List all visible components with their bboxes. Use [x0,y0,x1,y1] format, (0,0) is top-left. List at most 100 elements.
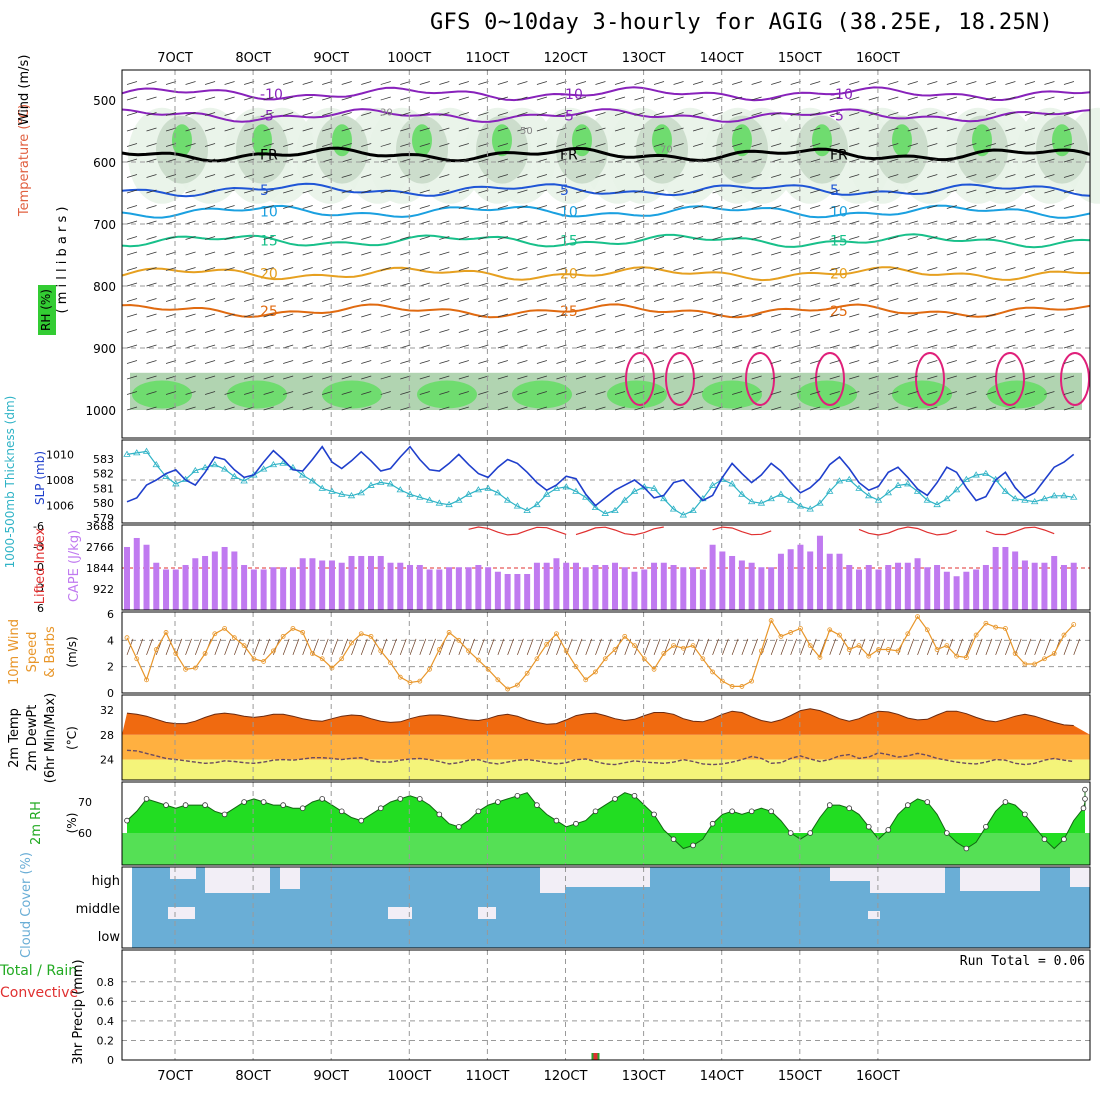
thickness-marker [855,484,863,491]
wind-barb [185,189,196,194]
wind-barb [907,391,918,395]
wind-barb [810,205,821,209]
wind-barb [146,158,157,163]
cape-bar [992,546,999,610]
wind-barb [458,344,469,349]
wind-barb [478,205,489,209]
wind-barb [556,174,567,178]
wind-barb [165,375,177,380]
wind-barb [790,236,801,240]
precip-convective-label: Convective [0,985,78,1001]
wind-barb [302,189,313,194]
wind-barb [341,112,352,116]
wind-barb [868,96,879,101]
rh-point [534,802,540,808]
wind-barb [732,96,743,101]
wind-barb [849,236,860,240]
wind-barb [751,313,762,318]
wind-barb [849,189,860,194]
wind-barb [185,391,196,395]
wind-barb [595,205,606,209]
wind-barb [868,360,879,364]
wind-barb [575,344,587,349]
wind-barb [419,96,430,101]
isotherm-label: 15 [560,234,578,250]
temp-tick: 32 [100,704,114,717]
wind-barb [946,143,957,147]
wind-barb [341,406,352,411]
wind-barb [244,112,255,116]
thickness-marker [259,465,268,472]
wind-barb [771,127,782,132]
wind-barb [712,96,723,101]
wind-speed-point [583,677,589,683]
wind-barb [126,205,138,209]
wind-barb-10m [653,638,661,656]
time-tick-top: 13OCT [622,51,666,66]
cloud-gap [170,867,196,879]
wind-barb [204,127,216,132]
temp-axis-label: (6hr Min/Max) [43,693,58,783]
wind-barb-10m [360,638,368,656]
wind-barb [1044,158,1055,163]
wind-barb [790,251,801,256]
wind-barb [165,143,177,147]
wind-barb [380,143,391,147]
wind-barb [458,96,469,101]
wind-barb [263,298,274,302]
isotherm-line [121,86,1091,102]
rh-point [612,796,618,802]
wind-barb [985,406,996,411]
wind-barb [126,329,138,333]
wind-barb [712,205,723,209]
wind-barb-10m [770,638,778,656]
wind-speed-point [280,633,286,639]
wind-barb [556,205,567,209]
wind-barb [380,267,391,271]
wind-barb [126,313,138,318]
wind-barb [204,251,216,256]
precip-frame [121,949,1091,1061]
wind-barb [966,391,977,395]
wind-speed-point [983,620,989,626]
wind-barb [595,282,606,287]
wind-speed-point [515,682,520,688]
wind-barb [614,174,626,178]
wind-barb [224,329,235,333]
wind-barb [751,391,762,395]
cloud-level-label: low [98,930,121,945]
wind-barb [1024,205,1036,209]
wind-barb [790,112,801,116]
wind-barb [302,143,313,147]
wind-barb [263,112,274,116]
rh-shade [412,124,432,157]
wind-barb [653,313,665,318]
li-tick: 3 [37,582,44,595]
wind-barb [517,360,528,364]
wind-barb [1005,127,1016,132]
rh-shade [1052,124,1072,157]
wind-barb [322,375,333,380]
contour-pink [815,352,845,406]
wind-barb [165,360,177,364]
rh-shade [322,380,382,409]
wind-barb [517,406,528,411]
wind-barb [790,96,801,101]
wind-barb [732,158,743,163]
wind-barb [732,344,743,349]
wind-barb [829,189,840,194]
wind-barb [517,96,528,101]
wind-barb-10m [390,638,397,656]
wind-barb-10m [331,638,339,656]
wind-barb [302,406,313,411]
cloud-gap [280,867,300,889]
cape-bar [143,544,150,610]
time-tick-bottom: 8OCT [235,1069,271,1084]
wind-barb [966,174,977,178]
wind-barb [732,205,743,209]
wind-barb [946,158,957,163]
wind-barb [712,127,723,132]
wind-speed-point [661,651,667,656]
wind-barb [1044,344,1055,349]
wind-barb [868,329,879,333]
